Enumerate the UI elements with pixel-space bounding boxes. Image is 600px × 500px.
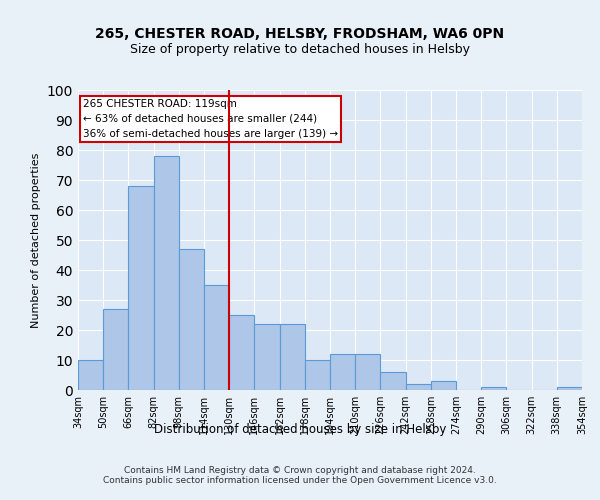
- Bar: [103, 309, 128, 390]
- Bar: [280, 324, 305, 390]
- Bar: [229, 315, 254, 390]
- Bar: [406, 384, 431, 390]
- Bar: [154, 156, 179, 390]
- Bar: [557, 387, 582, 390]
- Bar: [431, 381, 456, 390]
- Y-axis label: Number of detached properties: Number of detached properties: [31, 152, 41, 328]
- Bar: [204, 285, 229, 390]
- Bar: [481, 387, 506, 390]
- Text: Distribution of detached houses by size in Helsby: Distribution of detached houses by size …: [154, 422, 446, 436]
- Bar: [254, 324, 280, 390]
- Bar: [179, 249, 204, 390]
- Bar: [330, 354, 355, 390]
- Bar: [380, 372, 406, 390]
- Bar: [78, 360, 103, 390]
- Bar: [128, 186, 154, 390]
- Text: Size of property relative to detached houses in Helsby: Size of property relative to detached ho…: [130, 42, 470, 56]
- Text: Contains HM Land Registry data © Crown copyright and database right 2024.
Contai: Contains HM Land Registry data © Crown c…: [103, 466, 497, 485]
- Text: 265, CHESTER ROAD, HELSBY, FRODSHAM, WA6 0PN: 265, CHESTER ROAD, HELSBY, FRODSHAM, WA6…: [95, 28, 505, 42]
- Bar: [305, 360, 330, 390]
- Text: 265 CHESTER ROAD: 119sqm
← 63% of detached houses are smaller (244)
36% of semi-: 265 CHESTER ROAD: 119sqm ← 63% of detach…: [83, 99, 338, 138]
- Bar: [355, 354, 380, 390]
